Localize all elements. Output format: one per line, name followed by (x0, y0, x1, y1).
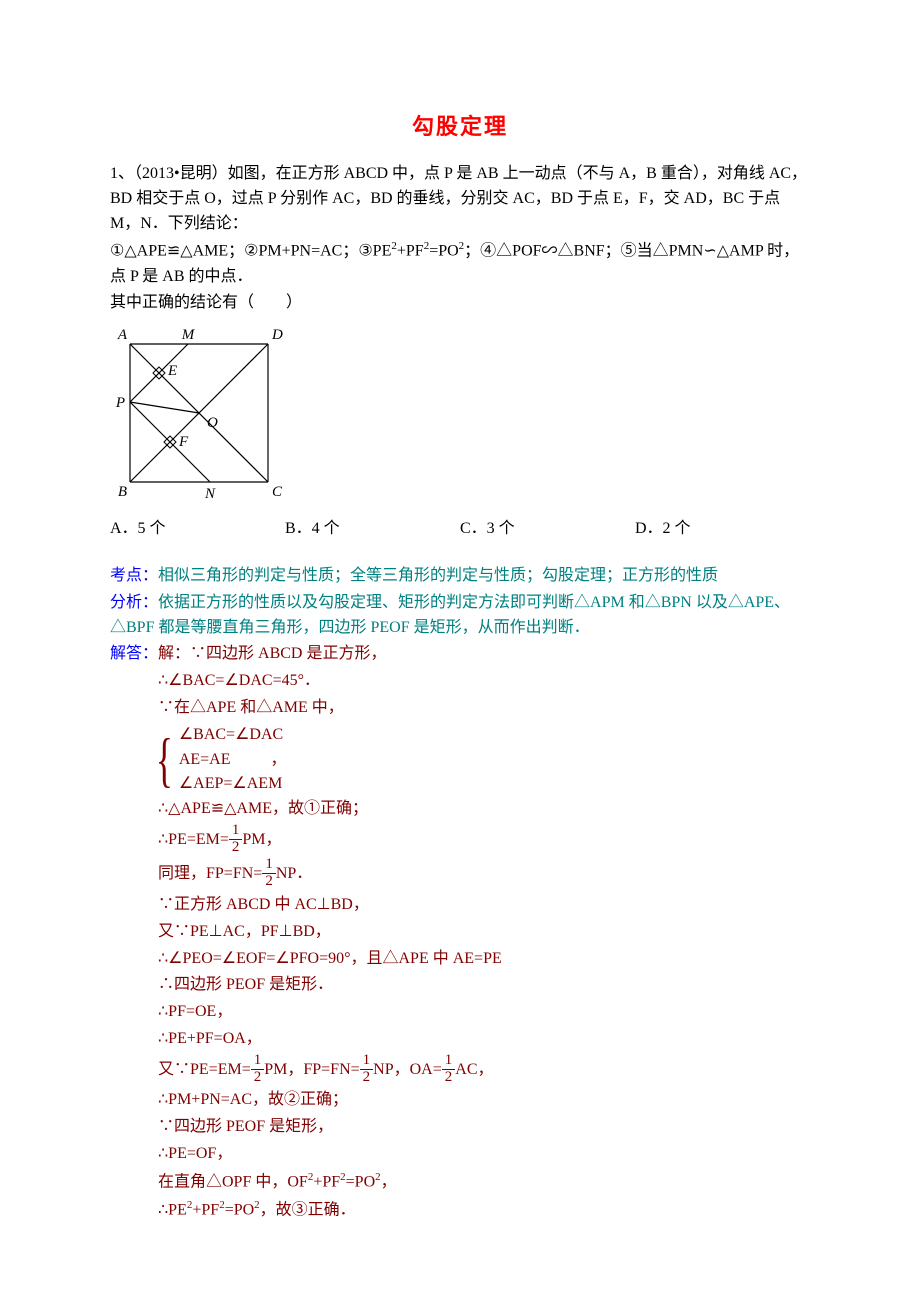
choice-a: A．5 个 (110, 517, 285, 542)
kaodian-text: 相似三角形的判定与性质；全等三角形的判定与性质；勾股定理；正方形的性质 (158, 567, 718, 584)
fraction-half: 12 (442, 1053, 456, 1086)
sol-l14: ∵四边形 PEOF 是矩形， (158, 1115, 810, 1140)
svg-text:M: M (181, 327, 196, 343)
kaodian-line: 考点：相似三角形的判定与性质；全等三角形的判定与性质；勾股定理；正方形的性质 (110, 564, 810, 589)
svg-text:E: E (167, 363, 177, 379)
svg-text:D: D (271, 327, 283, 343)
svg-text:B: B (118, 484, 127, 500)
fraction-half: 12 (262, 857, 276, 890)
problem-stem: 1、（2013•昆明）如图，在正方形 ABCD 中，点 P 是 AB 上一动点（… (110, 162, 810, 316)
fenxi-line: 分析：依据正方形的性质以及勾股定理、矩形的判定方法即可判断△APM 和△BPN … (110, 591, 810, 641)
kaodian-label: 考点： (110, 567, 158, 584)
jieda-text-0: 解：∵四边形 ABCD 是正方形， (158, 645, 386, 662)
sol-l16: 在直角△OPF 中，OF2+PF2=PO2， (158, 1169, 810, 1195)
svg-text:F: F (178, 434, 189, 450)
choice-d: D．2 个 (635, 517, 810, 542)
fraction-half: 12 (251, 1053, 265, 1086)
fraction-half: 12 (229, 823, 243, 856)
jieda-line-0: 解答：解：∵四边形 ABCD 是正方形， (110, 642, 810, 667)
solution-block: ∴∠BAC=∠DAC=45°． ∵在△APE 和△AME 中， {∠BAC=∠D… (110, 669, 810, 797)
solution-continued: ∴△APE≌△AME，故①正确； ∴PE=EM=12PM， 同理，FP=FN=1… (110, 797, 810, 1223)
sol-l7: 又∵PE⊥AC，PF⊥BD， (158, 920, 810, 945)
sol-l4: ∴PE=EM=12PM， (158, 824, 810, 857)
svg-text:N: N (204, 486, 216, 502)
svg-text:C: C (272, 484, 283, 500)
sol-l9: ∴四边形 PEOF 是矩形． (158, 973, 810, 998)
stem-line-1: 1、（2013•昆明）如图，在正方形 ABCD 中，点 P 是 AB 上一动点（… (110, 162, 810, 236)
sol-l8: ∴∠PEO=∠EOF=∠PFO=90°，且△APE 中 AE=PE (158, 947, 810, 972)
choice-b: B．4 个 (285, 517, 460, 542)
geometry-figure: A D B C M N P O E F (110, 324, 810, 509)
fraction-half: 12 (360, 1053, 374, 1086)
sol-l17: ∴PE2+PF2=PO2，故③正确． (158, 1197, 810, 1223)
sol-l10: ∴PF=OE， (158, 1000, 810, 1025)
fenxi-text: 依据正方形的性质以及勾股定理、矩形的判定方法即可判断△APM 和△BPN 以及△… (110, 594, 790, 636)
svg-text:O: O (207, 415, 218, 431)
fenxi-label: 分析： (110, 594, 158, 611)
svg-text:A: A (117, 327, 128, 343)
sol-l12: 又∵PE=EM=12PM，FP=FN=12NP，OA=12AC， (158, 1054, 810, 1087)
jieda-label: 解答： (110, 645, 158, 662)
sol-l6: ∵正方形 ABCD 中 AC⊥BD， (158, 893, 810, 918)
brace-system: {∠BAC=∠DACAE=AE，∠AEP=∠AEM (158, 723, 810, 797)
page-title: 勾股定理 (110, 110, 810, 144)
stem-line-2: ①△APE≌△AME；②PM+PN=AC；③PE2+PF2=PO2；④△POF∽… (110, 238, 810, 289)
sol-l5: 同理，FP=FN=12NP． (158, 858, 810, 891)
choice-row: A．5 个 B．4 个 C．3 个 D．2 个 (110, 517, 810, 542)
svg-text:P: P (115, 395, 125, 411)
stem-line-3: 其中正确的结论有（ ） (110, 291, 810, 316)
sol-l13: ∴PM+PN=AC，故②正确； (158, 1088, 810, 1113)
choice-c: C．3 个 (460, 517, 635, 542)
sol-l1: ∴∠BAC=∠DAC=45°． (158, 669, 810, 694)
sol-l3: ∴△APE≌△AME，故①正确； (158, 797, 810, 822)
sol-l15: ∴PE=OF， (158, 1142, 810, 1167)
sol-l11: ∴PE+PF=OA， (158, 1027, 810, 1052)
sol-l2: ∵在△APE 和△AME 中， (158, 696, 810, 721)
